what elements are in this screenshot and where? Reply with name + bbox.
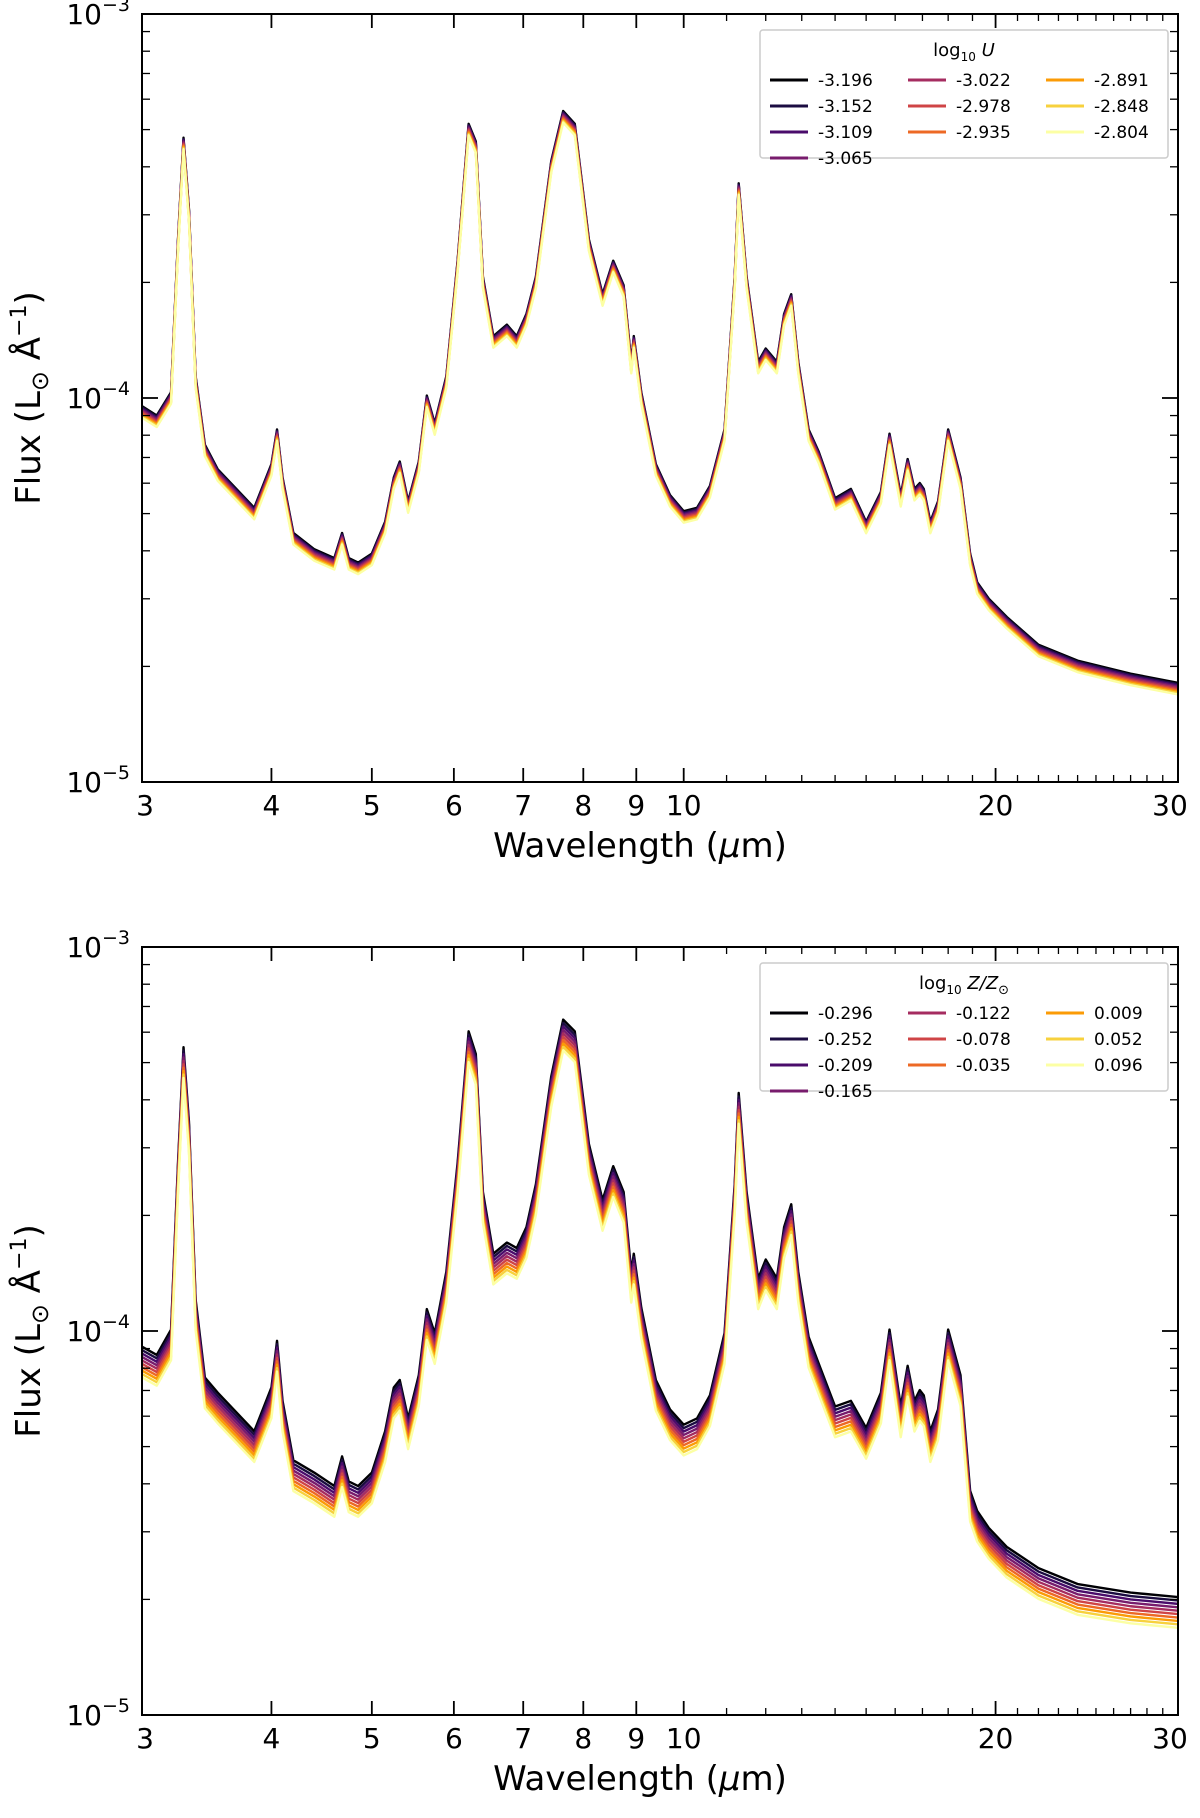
- legend-entry: -3.152: [818, 97, 873, 117]
- x-tick-label: 3: [136, 789, 154, 822]
- legend-entry: -2.804: [1094, 123, 1149, 143]
- legend-box: [759, 962, 1169, 1092]
- series-line--2.978: [142, 116, 1178, 691]
- legend-entry: -0.252: [818, 1030, 873, 1050]
- y-axis-label: Flux (L⊙ Å−1): [7, 1224, 54, 1438]
- legend-entry: -3.065: [818, 149, 873, 169]
- x-tick-label: 10: [666, 789, 702, 822]
- chart-panel-2: 3 4 5 6 7 8 9 10 20 30 10−5 10−4 10−3 Wavelength (μm)…: [7, 927, 1188, 1799]
- legend-entry: -2.935: [956, 123, 1011, 143]
- x-tick-label: 5: [363, 789, 381, 822]
- legend-entry: 0.096: [1094, 1056, 1143, 1076]
- x-axis-label: Wavelength (μm): [493, 1759, 787, 1799]
- series-line--0.252: [142, 1021, 1178, 1602]
- x-tick-label: 20: [978, 1722, 1014, 1755]
- x-tick-label: 8: [574, 789, 592, 822]
- x-tick-label: 8: [574, 1722, 592, 1755]
- legend-title: log10 Z/Z⊙: [919, 973, 1009, 998]
- x-tick-label: 4: [263, 1722, 281, 1755]
- series-line--3.065: [142, 113, 1178, 688]
- x-tick-label: 7: [514, 1722, 532, 1755]
- y-tick-label: 10−4: [66, 1311, 130, 1348]
- legend-entry: -2.848: [1094, 97, 1149, 117]
- series-line--0.078: [142, 1035, 1178, 1616]
- y-tick-label: 10−3: [66, 0, 130, 31]
- x-tick-label: 7: [514, 789, 532, 822]
- legend-entry: -0.078: [956, 1030, 1011, 1050]
- x-axis-label: Wavelength (μm): [493, 826, 787, 866]
- legend-entry: -3.022: [956, 71, 1011, 91]
- x-tick-label: 10: [666, 1722, 702, 1755]
- legend-box: [759, 29, 1169, 159]
- legend-entry: -3.196: [818, 71, 873, 91]
- y-tick-label: 10−5: [66, 1695, 130, 1732]
- legend-entry: -0.165: [818, 1082, 873, 1102]
- x-tick-label: 6: [445, 1722, 463, 1755]
- series-line--0.122: [142, 1032, 1178, 1612]
- x-tick-label: 9: [627, 789, 645, 822]
- series-line-0.009: [142, 1042, 1178, 1623]
- series-group: [142, 1018, 1178, 1629]
- legend-entry: 0.052: [1094, 1030, 1143, 1050]
- series-line-0.052: [142, 1045, 1178, 1626]
- x-tick-label: 3: [136, 1722, 154, 1755]
- y-tick-label: 10−3: [66, 927, 130, 964]
- y-axis-label: Flux (L⊙ Å−1): [7, 291, 54, 505]
- series-line--0.296: [142, 1018, 1178, 1599]
- series-line--3.196: [142, 109, 1178, 685]
- series-line--3.109: [142, 112, 1178, 687]
- x-tick-label: 30: [1152, 1722, 1188, 1755]
- legend: log10 U -3.196 -3.152 -3.109 -3.065 -3.022 -2.…: [759, 29, 1169, 169]
- series-line--2.891: [142, 118, 1178, 694]
- series-line--0.035: [142, 1038, 1178, 1619]
- x-tick-label: 9: [627, 1722, 645, 1755]
- legend-entry: -2.978: [956, 97, 1011, 117]
- series-line--2.935: [142, 117, 1178, 692]
- series-line--2.804: [142, 121, 1178, 696]
- x-tick-label: 4: [263, 789, 281, 822]
- legend-entry: -0.035: [956, 1056, 1011, 1076]
- legend-entry: -3.109: [818, 123, 873, 143]
- series-line--0.209: [142, 1025, 1178, 1606]
- x-tick-label: 6: [445, 789, 463, 822]
- series-line-0.096: [142, 1049, 1178, 1629]
- legend: log10 Z/Z⊙ -0.296 -0.252 -0.209 -0.165 -0.122…: [759, 962, 1169, 1102]
- series-line--0.165: [142, 1028, 1178, 1609]
- series-line--2.848: [142, 120, 1178, 695]
- series-group: [142, 109, 1178, 696]
- y-tick-label: 10−5: [66, 762, 130, 799]
- x-tick-label: 5: [363, 1722, 381, 1755]
- series-line--3.022: [142, 114, 1178, 690]
- x-tick-label: 20: [978, 789, 1014, 822]
- legend-entry: -0.296: [818, 1004, 873, 1024]
- legend-title: log10 U: [933, 40, 995, 64]
- series-line--3.152: [142, 111, 1178, 686]
- legend-entry: -0.122: [956, 1004, 1011, 1024]
- legend-entry: 0.009: [1094, 1004, 1143, 1024]
- x-tick-label: 30: [1152, 789, 1188, 822]
- legend-entry: -2.891: [1094, 71, 1149, 91]
- chart-panel-1: 3 4 5 6 7 8 9 10 20 30 10−5 10−4 10−3 Wavelength (μm)…: [7, 0, 1188, 866]
- legend-entry: -0.209: [818, 1056, 873, 1076]
- y-tick-label: 10−4: [66, 378, 130, 415]
